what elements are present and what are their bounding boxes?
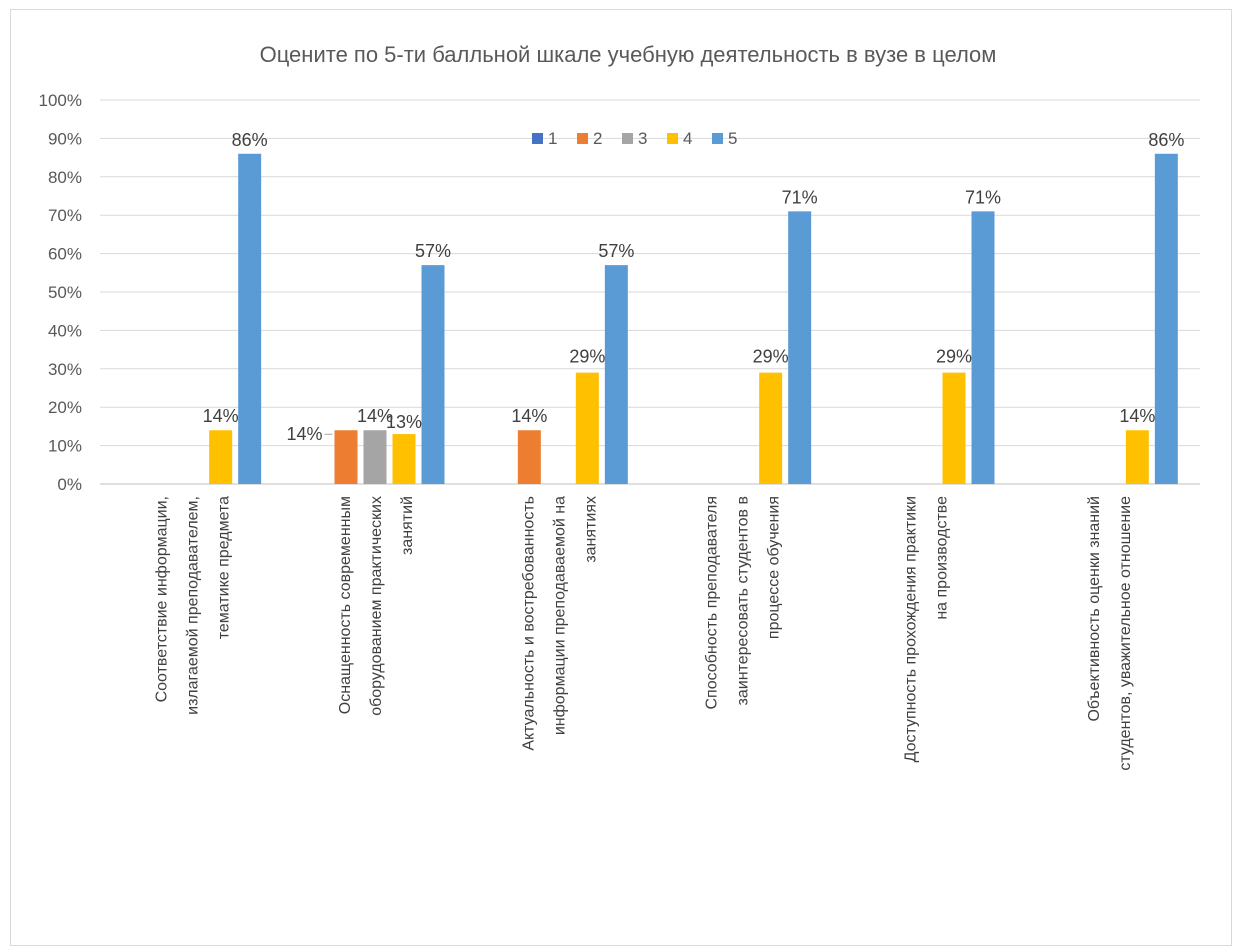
x-category-label-line: Объективность оценки знаний bbox=[1086, 496, 1103, 722]
bar-series-2 bbox=[517, 430, 541, 484]
data-labels-layer: 14%14%14%14% 13%29% 29% 29%14%86%57% 57%71% 7… bbox=[203, 130, 1185, 444]
legend-swatch bbox=[532, 133, 543, 144]
y-tick-label: 70% bbox=[48, 206, 82, 225]
bar-series-4 bbox=[1125, 430, 1149, 484]
legend-label: 4 bbox=[683, 129, 692, 148]
x-category-label-line: информации преподаваемой на bbox=[551, 496, 568, 735]
data-label: 57% bbox=[598, 241, 634, 261]
x-category-label-line: занятиях bbox=[582, 496, 599, 563]
y-tick-label: 100% bbox=[39, 91, 82, 110]
y-tick-label: 0% bbox=[57, 475, 82, 494]
y-tick-label: 30% bbox=[48, 360, 82, 379]
data-label: 14% bbox=[203, 406, 239, 426]
data-label: 14% bbox=[286, 424, 322, 444]
data-label: 29% bbox=[753, 347, 789, 367]
x-category-label: Объективность оценки знаний студентов, ув… bbox=[1086, 496, 1134, 771]
data-label: 29% bbox=[936, 347, 972, 367]
data-label: 14% bbox=[511, 406, 547, 426]
legend-swatch bbox=[667, 133, 678, 144]
x-category-label-line: тематике предмета bbox=[216, 496, 233, 639]
x-category-label-line: Соответствие информации, bbox=[154, 496, 171, 702]
legend: 1 2 3 4 5 bbox=[532, 129, 737, 148]
bar-series-4 bbox=[392, 434, 416, 484]
data-label: 29% bbox=[569, 347, 605, 367]
bar-series-4 bbox=[942, 372, 966, 484]
x-category-label-line: заинтересовать студентов в bbox=[735, 496, 752, 705]
x-category-label: Оснащенность современным оборудованием пр… bbox=[337, 496, 416, 716]
data-label: 71% bbox=[782, 187, 818, 207]
y-tick-label: 50% bbox=[48, 283, 82, 302]
y-tick-label: 10% bbox=[48, 437, 82, 456]
bar-series-4 bbox=[575, 372, 599, 484]
x-category-label: Актуальность и востребованность информаци… bbox=[520, 496, 599, 751]
bar-series-5 bbox=[788, 211, 812, 485]
y-tick-label: 60% bbox=[48, 245, 82, 264]
x-category-label-line: занятий bbox=[399, 496, 416, 555]
x-category-label-line: Способность преподавателя bbox=[704, 496, 721, 710]
legend-label: 2 bbox=[593, 129, 602, 148]
y-tick-label: 40% bbox=[48, 321, 82, 340]
chart-title: Оцените по 5-ти балльной шкале учебную д… bbox=[260, 42, 997, 67]
grid-layer: 0% 10% 20% 30% 40% 50% 60% 70% 80% 90% 100% bbox=[39, 91, 1200, 494]
x-category-label-line: Оснащенность современным bbox=[337, 496, 354, 714]
x-category-label-line: Доступность прохождения практики bbox=[903, 496, 920, 762]
bar-series-5 bbox=[1154, 153, 1178, 484]
x-category-label-line: излагаемой преподавателем, bbox=[185, 496, 202, 715]
bar-series-2 bbox=[334, 430, 358, 484]
x-category-label-line: Актуальность и востребованность bbox=[520, 496, 537, 751]
data-label: 13% bbox=[386, 412, 422, 432]
legend-label: 3 bbox=[638, 129, 647, 148]
bar-series-5 bbox=[421, 265, 445, 484]
data-label: 57% bbox=[415, 241, 451, 261]
x-category-label-line: оборудованием практических bbox=[368, 496, 385, 716]
bar-series-4 bbox=[759, 372, 783, 484]
x-category-label-line: процессе обучения bbox=[766, 496, 783, 639]
legend-label: 1 bbox=[548, 129, 557, 148]
y-tick-label: 20% bbox=[48, 398, 82, 417]
category-labels-layer: Соответствие информации, излагаемой препо… bbox=[154, 496, 1134, 771]
bars-layer bbox=[209, 153, 1178, 485]
legend-swatch bbox=[712, 133, 723, 144]
y-tick-label: 80% bbox=[48, 168, 82, 187]
x-category-label: Способность преподавателя заинтересовать … bbox=[704, 496, 783, 710]
legend-swatch bbox=[622, 133, 633, 144]
x-category-label-line: студентов, уважительное отношение bbox=[1117, 496, 1134, 771]
data-label: 71% bbox=[965, 187, 1001, 207]
data-label: 14% bbox=[1119, 406, 1155, 426]
data-label: 14% bbox=[357, 406, 393, 426]
data-label: 86% bbox=[1148, 130, 1184, 150]
x-category-label: Соответствие информации, излагаемой препо… bbox=[154, 496, 233, 715]
y-tick-label: 90% bbox=[48, 129, 82, 148]
bar-series-4 bbox=[209, 430, 233, 484]
x-category-label: Доступность прохождения практики на произ… bbox=[903, 496, 951, 763]
bar-series-5 bbox=[604, 265, 628, 484]
x-category-label-line: на производстве bbox=[934, 496, 951, 620]
bar-series-5 bbox=[238, 153, 262, 484]
legend-label: 5 bbox=[728, 129, 737, 148]
bar-series-5 bbox=[971, 211, 995, 485]
data-label: 86% bbox=[232, 130, 268, 150]
bar-series-3 bbox=[363, 430, 387, 484]
legend-swatch bbox=[577, 133, 588, 144]
